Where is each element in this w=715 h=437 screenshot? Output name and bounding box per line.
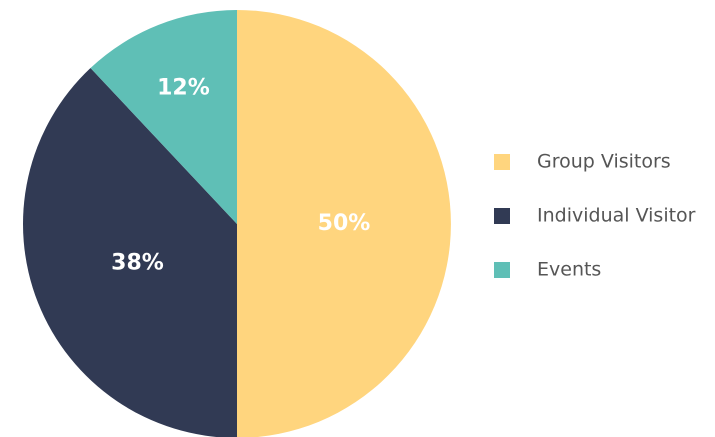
- value-label: 12%: [157, 76, 210, 101]
- value-label: 38%: [111, 250, 164, 275]
- value-label: 50%: [318, 211, 371, 236]
- pie-slice: [90, 10, 237, 224]
- legend-label: Group Visitors: [537, 151, 671, 173]
- legend-label: Individual Visitor: [537, 205, 696, 227]
- legend-swatch: [494, 208, 510, 224]
- pie-slice: [23, 68, 237, 437]
- legend-label: Events: [537, 259, 601, 281]
- legend-swatch: [494, 154, 510, 170]
- pie-slice: [237, 10, 451, 437]
- legend-swatch: [494, 262, 510, 278]
